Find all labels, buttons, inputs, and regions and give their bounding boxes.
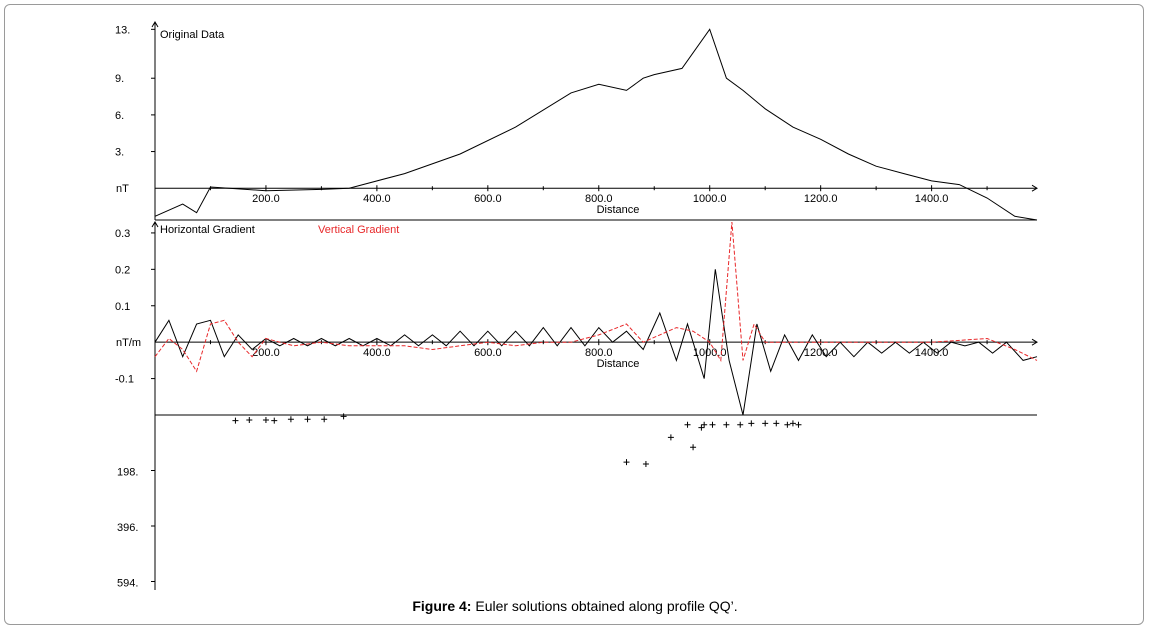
y-axis-arrow (151, 21, 159, 28)
euler-figure: 13. 9. 6. 3. nT 200.0 400.0 600.0 800.0 1000.0 120… (115, 21, 1038, 590)
euler-solution-point (684, 421, 691, 428)
x-tick-label: 800.0 (585, 347, 613, 359)
x-tick-label: 1000.0 (693, 193, 727, 205)
euler-solutions-panel: 198. 396. 594. (117, 413, 1037, 590)
figure-frame (4, 4, 1144, 625)
euler-solution-point (232, 417, 239, 424)
x-tick-label: 800.0 (585, 193, 613, 205)
y-tick-label: -0.1 (115, 374, 134, 386)
euler-solution-point (246, 417, 253, 424)
x-tick-label: 1400.0 (915, 193, 949, 205)
euler-solution-point (642, 461, 649, 468)
y-axis-arrow (151, 221, 159, 228)
x-axis-arrow (1031, 184, 1038, 192)
legend-vertical-gradient: Vertical Gradient (318, 224, 399, 236)
x-axis-arrow (1031, 338, 1038, 346)
x-tick-label: 400.0 (363, 193, 391, 205)
euler-solution-point (737, 421, 744, 428)
vertical-gradient-line (154, 221, 1038, 373)
x-tick-label: 600.0 (474, 193, 502, 205)
euler-solution-point (773, 420, 780, 427)
caption-text: Euler solutions obtained along profile Q… (471, 598, 738, 614)
euler-solution-point (723, 421, 730, 428)
euler-solution-point (623, 459, 630, 466)
x-tick-label: 400.0 (363, 347, 391, 359)
euler-solution-point (698, 424, 705, 431)
caption-label: Figure 4: (412, 598, 472, 614)
y-tick-label: 6. (115, 110, 124, 122)
y-tick-label: 13. (115, 24, 130, 36)
legend-horizontal-gradient: Horizontal Gradient (160, 224, 255, 236)
y-tick-label: 0.1 (115, 301, 130, 313)
x-tick-label: 600.0 (474, 347, 502, 359)
x-tick-label: 200.0 (252, 193, 280, 205)
y-tick-label: 198. (117, 467, 138, 479)
y-tick-label: 9. (115, 73, 124, 85)
euler-solution-point (304, 416, 311, 423)
euler-solution-point (784, 421, 791, 428)
euler-solution-point (748, 420, 755, 427)
euler-solution-point (795, 421, 802, 428)
euler-solution-point (287, 416, 294, 423)
y-tick-label: 0.3 (115, 228, 130, 240)
x-axis-label: Distance (597, 358, 640, 370)
x-tick-label: 1200.0 (804, 193, 838, 205)
x-tick-label: 200.0 (252, 347, 280, 359)
y-axis-label: nT (116, 183, 129, 195)
euler-solution-point (762, 420, 769, 427)
figure-caption: Figure 4: Euler solutions obtained along… (0, 598, 1150, 614)
original-data-panel: 13. 9. 6. 3. nT 200.0 400.0 600.0 800.0 1000.0 120… (115, 21, 1038, 221)
y-tick-label: 3. (115, 147, 124, 159)
y-axis-label: nT/m (116, 337, 141, 349)
x-axis-label: Distance (597, 204, 640, 216)
y-tick-label: 0.2 (115, 264, 130, 276)
original-data-line (154, 28, 1038, 221)
x-tick-label: 1200.0 (804, 347, 838, 359)
y-tick-label: 594. (117, 578, 138, 590)
euler-solution-point (667, 434, 674, 441)
x-tick-label: 1400.0 (915, 347, 949, 359)
euler-solution-point (709, 421, 716, 428)
panel-title: Original Data (160, 29, 225, 41)
euler-solution-point (321, 416, 328, 423)
euler-solution-point (690, 444, 697, 451)
y-tick-label: 396. (117, 522, 138, 534)
euler-solution-point (262, 417, 269, 424)
euler-solution-point (701, 421, 708, 428)
euler-solution-point (789, 420, 796, 427)
euler-solution-point (340, 413, 347, 420)
euler-solution-point (271, 417, 278, 424)
